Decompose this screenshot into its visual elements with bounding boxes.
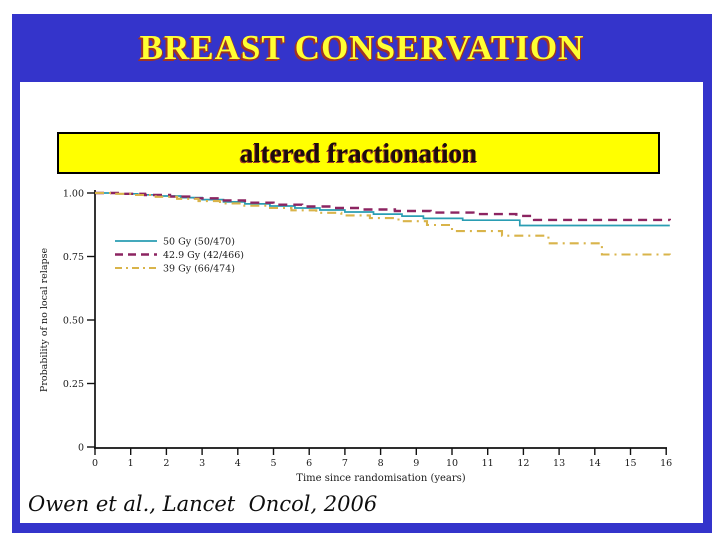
x-tick-label: 2: [163, 458, 169, 469]
citation: Owen et al., Lancet Oncol, 2006: [28, 492, 378, 516]
title-bar: BREAST CONSERVATION: [12, 14, 712, 82]
legend-label-1: 42.9 Gy (42/466): [163, 250, 244, 261]
x-tick-label: 14: [589, 458, 601, 469]
x-tick-label: 0: [92, 458, 98, 469]
y-tick-label: 0.50: [63, 316, 84, 327]
y-axis-title: Probability of no local relapse: [39, 248, 50, 393]
x-tick-label: 10: [446, 458, 458, 469]
x-tick-label: 16: [660, 458, 672, 469]
series-curve-1: [95, 191, 671, 222]
x-tick-label: 1: [128, 458, 134, 469]
x-tick-label: 13: [553, 458, 565, 469]
x-tick-label: 7: [342, 458, 348, 469]
subtitle-label: altered fractionation: [239, 137, 478, 168]
series-curve-2: [95, 191, 671, 256]
y-tick-label: 0: [78, 443, 84, 454]
x-tick-label: 9: [413, 458, 419, 469]
x-tick-label: 5: [270, 458, 276, 469]
y-tick-label: 0.25: [63, 379, 84, 390]
slide-content-area: altered fractionation: [20, 82, 703, 523]
x-tick-label: 6: [306, 458, 312, 469]
page-title: BREAST CONSERVATION: [139, 28, 585, 67]
x-tick-label: 15: [624, 458, 636, 469]
x-tick-label: 3: [199, 458, 205, 469]
x-axis-title: Time since randomisation (years): [296, 473, 465, 484]
x-tick-label: 12: [517, 458, 529, 469]
x-tick-label: 8: [378, 458, 384, 469]
slide-frame: BREAST CONSERVATION altered fractionatio…: [12, 14, 712, 533]
y-tick-label: 1.00: [63, 189, 84, 200]
x-tick-label: 11: [482, 458, 494, 469]
subtitle-box: altered fractionation: [57, 132, 660, 174]
legend-label-2: 39 Gy (66/474): [163, 264, 235, 275]
x-tick-label: 4: [235, 458, 241, 469]
y-tick-label: 0.75: [63, 252, 84, 263]
legend-label-0: 50 Gy (50/470): [163, 237, 235, 248]
